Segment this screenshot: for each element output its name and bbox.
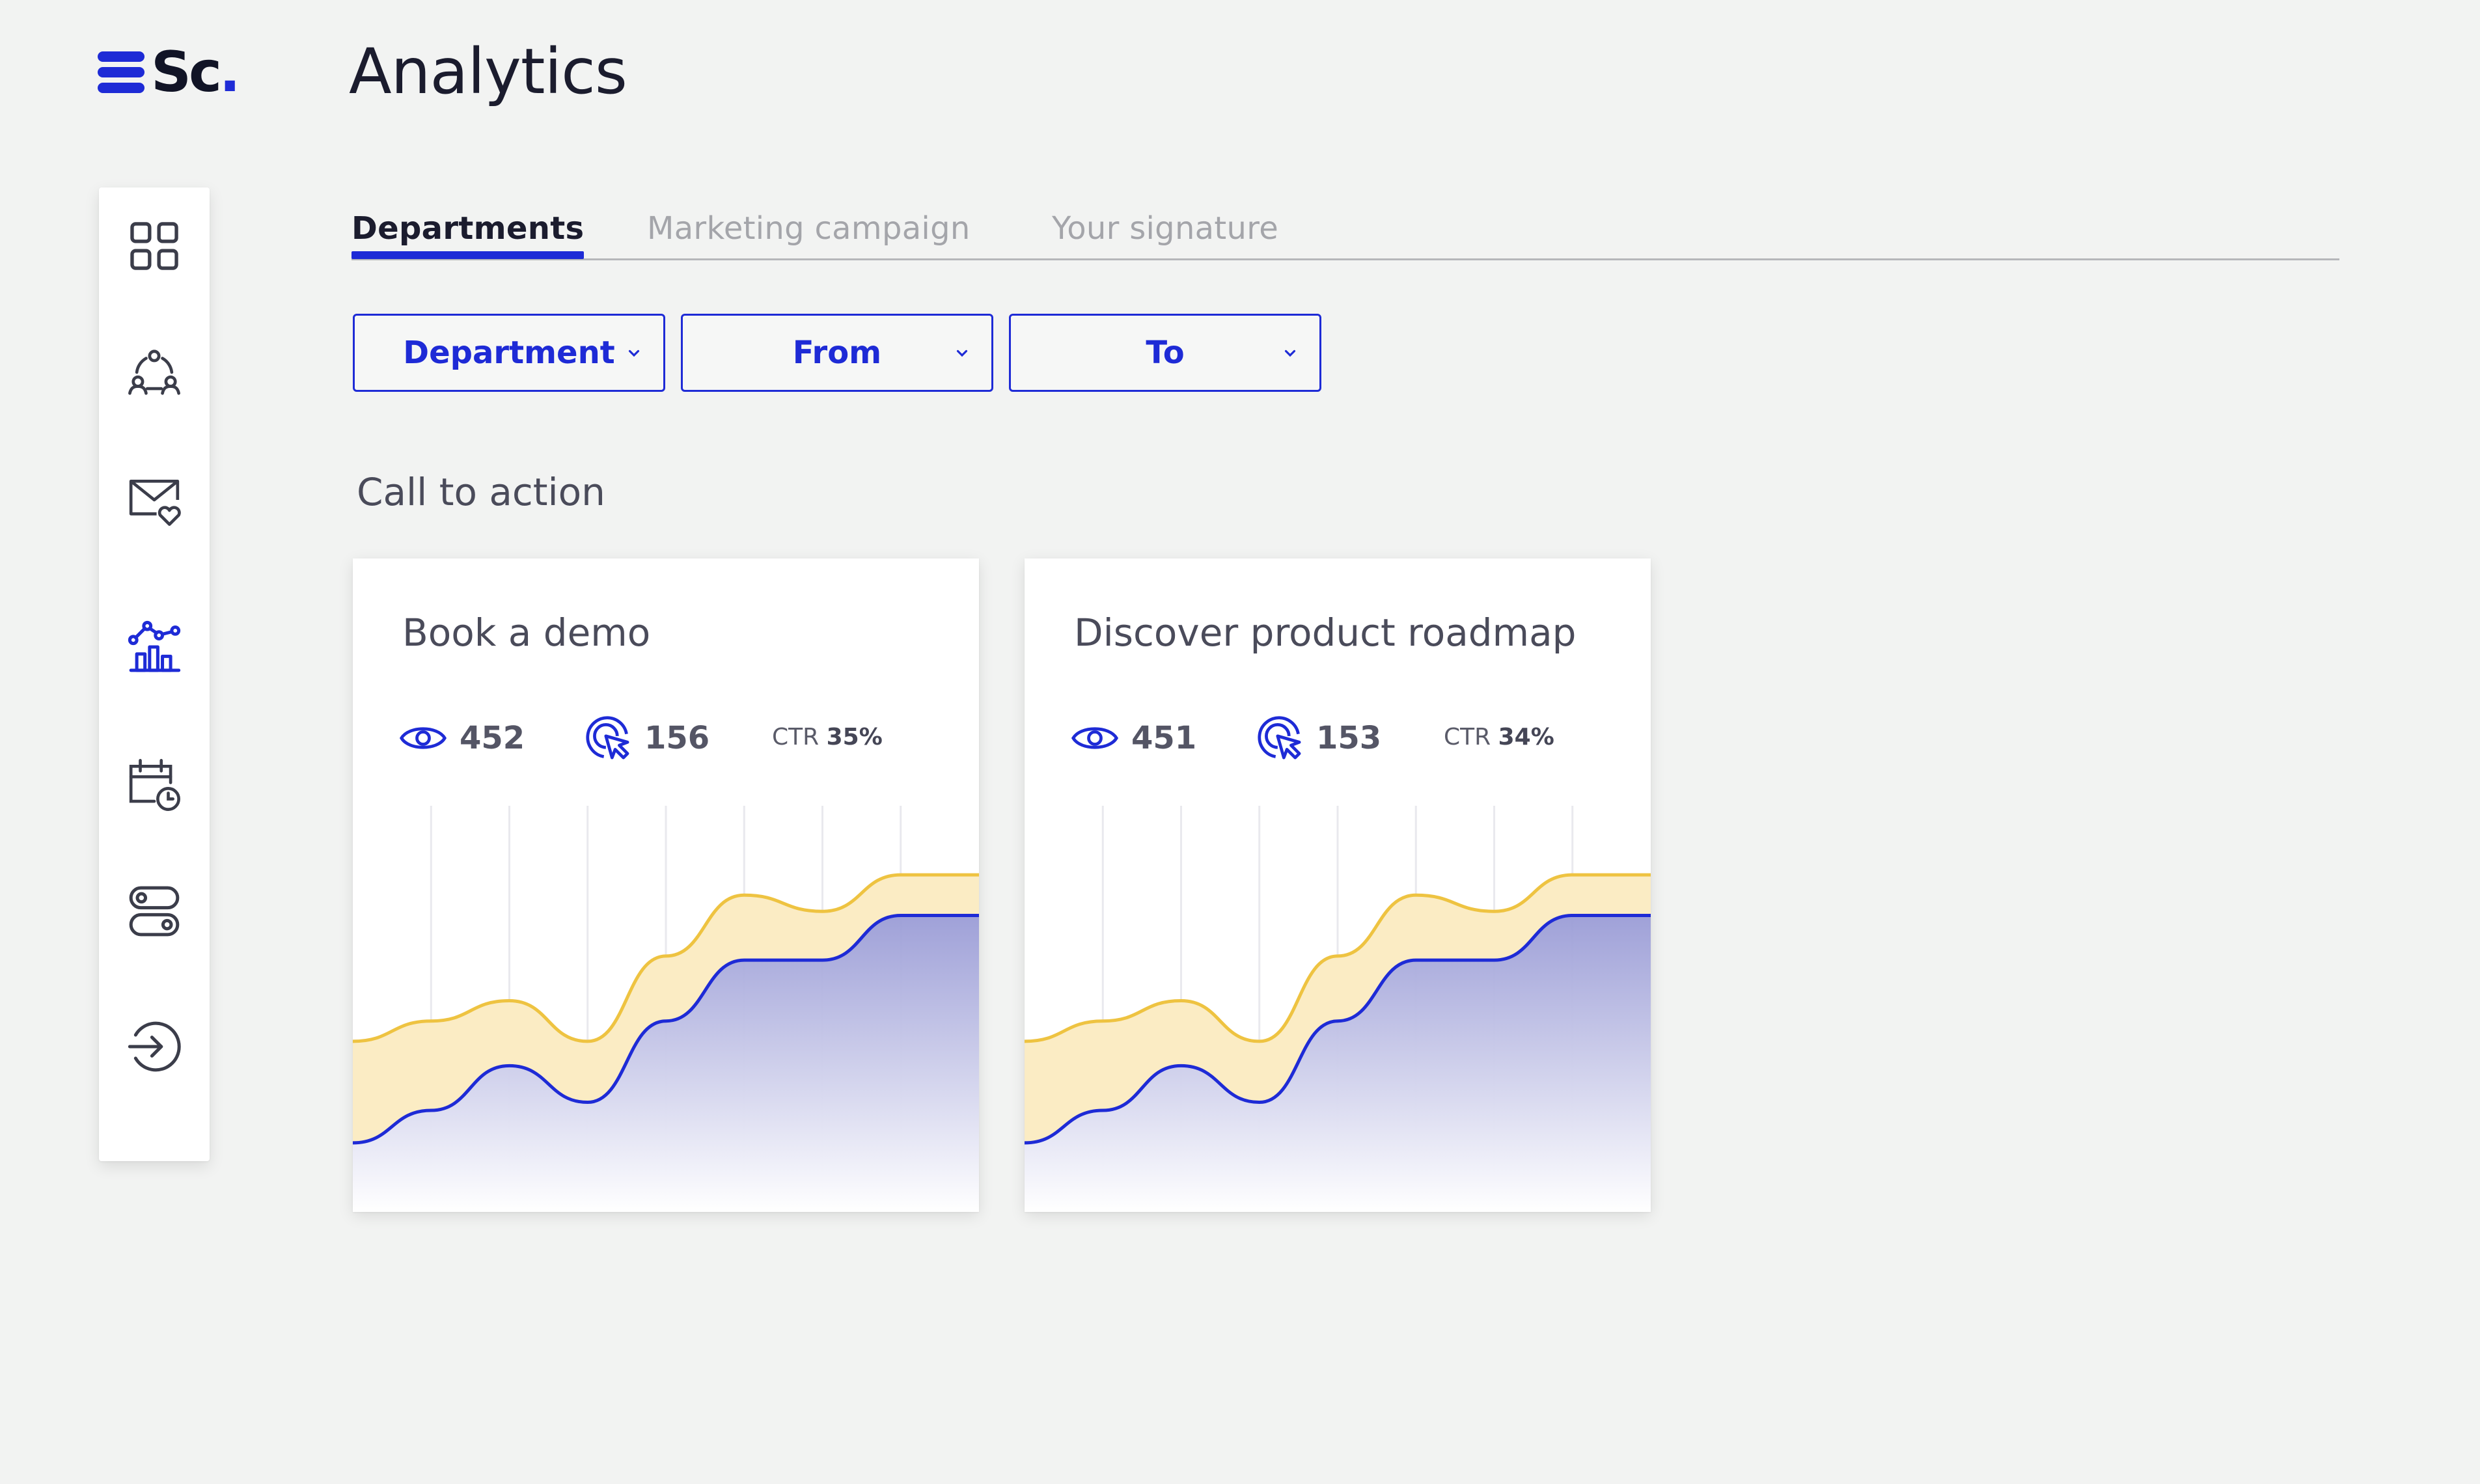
eye-icon (1071, 727, 1119, 749)
cta-area-chart (1025, 806, 1651, 1212)
highlight-band-area (353, 875, 979, 1143)
tab-bar: Departments Marketing campaign Your sign… (351, 195, 2339, 260)
ctr-label: CTR (772, 724, 820, 750)
primary-series-line (1025, 913, 1651, 1145)
logo-text: Sc. (151, 40, 241, 105)
from-date-select[interactable]: From (681, 314, 993, 392)
logout-icon (128, 1021, 181, 1072)
primary-series-area (353, 915, 979, 1212)
clicks-metric: 153 (1255, 713, 1381, 763)
tab-bar-divider (351, 258, 2339, 260)
ctr-metric: CTR 34% (1444, 724, 1554, 750)
toggles-icon (129, 886, 180, 937)
people-network-icon (128, 350, 180, 395)
highlight-band-area (1025, 875, 1651, 1143)
section-heading: Call to action (357, 470, 605, 514)
views-count: 451 (1131, 720, 1197, 756)
logo[interactable]: Sc. (98, 43, 247, 102)
eye-icon (399, 727, 447, 749)
to-date-select[interactable]: To (1009, 314, 1321, 392)
tab-departments[interactable]: Departments (351, 207, 585, 259)
views-count: 452 (460, 720, 525, 756)
primary-series-area (1025, 915, 1651, 1212)
tab-your-signature[interactable]: Your signature (1052, 210, 1279, 247)
cta-card[interactable]: Book a demo 452 156 CTR 35% (353, 558, 979, 1212)
sidebar-item-schedule[interactable] (122, 752, 187, 818)
cursor-click-icon (586, 716, 629, 760)
secondary-series-line (1025, 873, 1651, 1043)
ctr-value: 34% (1498, 724, 1554, 750)
department-select[interactable]: Department (353, 314, 665, 392)
active-tab-indicator (351, 251, 585, 259)
ctr-label: CTR (1444, 724, 1491, 750)
sidebar-item-settings[interactable] (122, 879, 187, 944)
card-title: Discover product roadmap (1074, 611, 1577, 655)
ctr-value: 35% (826, 724, 883, 750)
clicks-count: 153 (1316, 720, 1382, 756)
page-title: Analytics (349, 35, 627, 108)
sidebar (99, 187, 210, 1161)
sidebar-item-dashboard[interactable] (122, 213, 187, 279)
cta-card[interactable]: Discover product roadmap 451 153 CTR 34% (1025, 558, 1651, 1212)
clicks-count: 156 (644, 720, 710, 756)
sidebar-item-teams[interactable] (122, 340, 187, 405)
grid-icon (130, 222, 178, 270)
tab-marketing-campaign[interactable]: Marketing campaign (647, 210, 971, 247)
views-metric: 452 (398, 713, 525, 763)
card-title: Book a demo (402, 611, 651, 655)
primary-series-line (353, 913, 979, 1145)
chevron-down-icon (1284, 350, 1296, 357)
to-date-select-label: To (1146, 335, 1185, 371)
chevron-down-icon (956, 350, 968, 357)
sidebar-item-logout[interactable] (122, 1014, 187, 1079)
secondary-series-line (353, 873, 979, 1043)
cta-area-chart (353, 806, 979, 1212)
cursor-click-icon (1258, 716, 1301, 760)
sidebar-item-mail[interactable] (122, 467, 187, 532)
from-date-select-label: From (792, 335, 882, 371)
ctr-metric: CTR 35% (772, 724, 883, 750)
department-select-label: Department (403, 335, 615, 371)
mail-heart-icon (129, 480, 181, 526)
views-metric: 451 (1070, 713, 1196, 763)
logo-mark-icon (98, 48, 145, 97)
sidebar-item-analytics[interactable] (122, 614, 187, 680)
analytics-chart-icon (128, 620, 181, 672)
chevron-down-icon (628, 350, 640, 357)
clicks-metric: 156 (583, 713, 710, 763)
calendar-clock-icon (129, 759, 180, 811)
